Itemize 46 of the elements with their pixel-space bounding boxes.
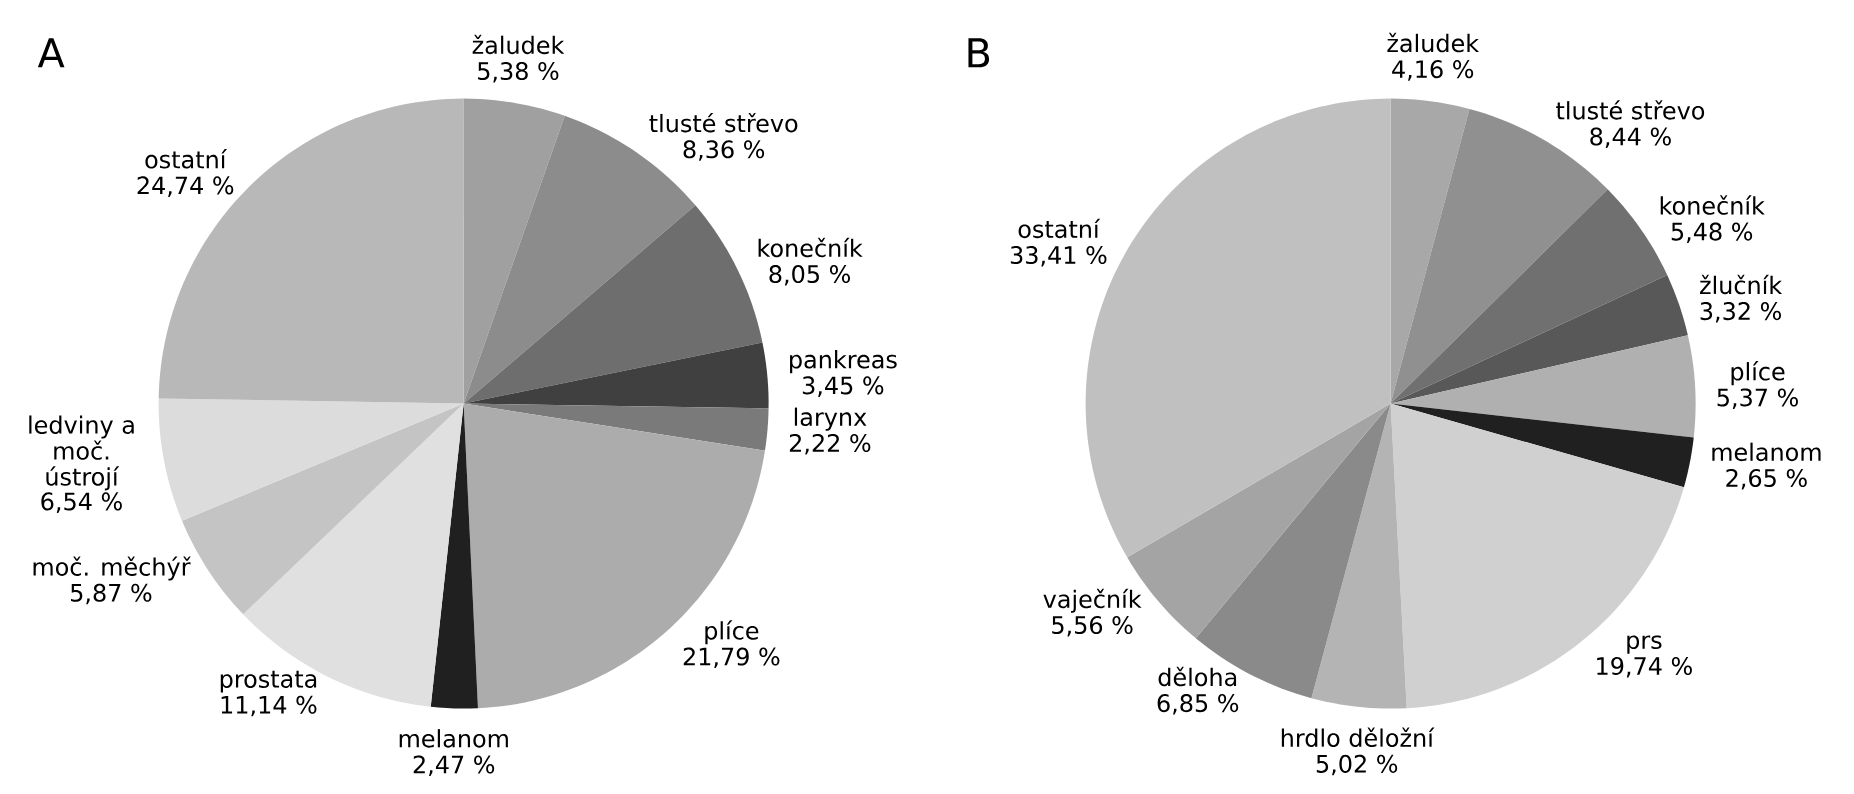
- slice-label: vaječník: [1043, 588, 1142, 613]
- slice-label: konečník: [758, 237, 863, 258]
- slice-label: prostata: [220, 670, 317, 693]
- data-label: 8,36 %: [683, 140, 765, 161]
- data-label: 21,79 %: [683, 647, 780, 669]
- data-label: 33,41 %: [1010, 245, 1107, 267]
- slice-label: konečník: [1660, 195, 1765, 215]
- data-label: 6,85 %: [1157, 694, 1239, 715]
- slice-label: žaludek: [472, 34, 565, 55]
- data-label: 3,45 %: [802, 376, 884, 397]
- data-label: 5,87 %: [71, 583, 152, 605]
- slice-label: žaludek: [1387, 32, 1480, 53]
- slice-label: hrdlo děložní: [1281, 727, 1435, 747]
- slice-label: žlučník: [1700, 274, 1783, 295]
- slice-label: plíce: [1731, 361, 1785, 386]
- slice-label: plíce: [705, 620, 759, 645]
- data-label: 8,44 %: [1590, 127, 1671, 148]
- data-label: 2,22 %: [789, 433, 871, 455]
- data-label: 3,32 %: [1700, 302, 1782, 323]
- chart-title: B: [968, 38, 990, 68]
- data-label: 24,74 %: [137, 176, 234, 197]
- chart-title: A: [37, 38, 65, 68]
- slice-label: ostatní: [145, 149, 228, 169]
- data-label: 19,74 %: [1597, 656, 1692, 678]
- slice-label: larynx: [794, 407, 867, 431]
- slice-label: prs: [1627, 635, 1662, 654]
- slice-label: moč. měchýř: [33, 556, 191, 581]
- slice-label: ledviny a moč. ústrojí: [29, 415, 134, 491]
- slice-label: tlusté střevo: [649, 112, 798, 133]
- slice-label: melanom: [1712, 442, 1821, 462]
- data-label: 5,38 %: [478, 61, 559, 83]
- data-label: 4,16 %: [1392, 60, 1474, 81]
- slice-label: pankreas: [790, 350, 897, 374]
- slice-label: tlusté střevo: [1556, 100, 1705, 120]
- data-label: 2,47 %: [413, 755, 495, 776]
- data-label: 11,14 %: [221, 695, 317, 717]
- data-label: 8,05 %: [769, 265, 851, 286]
- slice-label: děloha: [1158, 666, 1237, 687]
- data-label: 6,54 %: [41, 492, 122, 513]
- data-label: 5,48 %: [1671, 222, 1753, 244]
- data-label: 5,37 %: [1717, 388, 1798, 409]
- data-label: 5,02 %: [1316, 754, 1398, 776]
- slice-label: ostatní: [1018, 218, 1101, 239]
- slice-label: melanom: [399, 729, 508, 748]
- data-label: 2,65 %: [1726, 468, 1807, 490]
- data-label: 5,56 %: [1052, 616, 1133, 637]
